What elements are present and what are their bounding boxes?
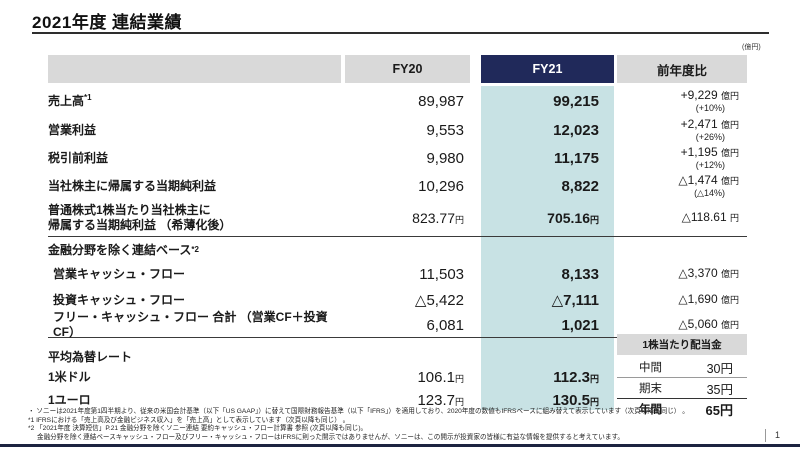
table-body: 売上高*1 89,987 99,215 +9,229 億円 (+10%) 営業利…: [48, 86, 747, 412]
results-table: FY20 FY21 前年度比 売上高*1 89,987 99,215 +9,22…: [48, 55, 747, 412]
dividend-row-yearend: 期末 35円: [639, 382, 733, 397]
fy21-value: 8,133: [561, 265, 599, 283]
yoy-value: +2,471 億円 (+26%): [680, 116, 739, 142]
table-row-operating-cf: 営業キャッシュ・フロー 11,503 8,133 △3,370 億円: [48, 261, 747, 287]
fy20-value: 6,081: [426, 316, 464, 334]
fy20-value: 123.7円: [417, 392, 464, 409]
fy21-value: 130.5円: [552, 392, 599, 409]
row-label: 1ユーロ: [48, 393, 91, 407]
fy21-value: 8,822: [561, 177, 599, 195]
fy21-value: 11,175: [553, 149, 599, 167]
fy20-value: 106.1円: [417, 369, 464, 386]
header-yoy: 前年度比: [617, 55, 747, 83]
row-label: 営業利益: [48, 122, 97, 137]
section-header-ex-financial: 金融分野を除く連結ベース *2: [48, 242, 199, 257]
page-number: 1: [764, 429, 780, 442]
yoy-value: +1,195 億円 (+12%): [680, 144, 739, 170]
title-underline: [32, 32, 769, 34]
unit-note: (億円): [742, 44, 761, 51]
footnote-line: *1 IFRSにおける「売上高及び金融ビジネス収入」を「売上高」として表示してい…: [28, 416, 350, 424]
row-label: 投資キャッシュ・フロー: [53, 292, 186, 307]
yoy-value: +9,229 億円 (+10%): [680, 87, 739, 113]
yoy-value: △118.61 円: [681, 210, 739, 225]
fy20-value: 11,503: [419, 265, 464, 283]
table-header-row: FY20 FY21 前年度比: [48, 55, 747, 83]
dividend-row-interim: 中間 30円: [639, 361, 733, 376]
fy20-value: △5,422: [414, 292, 464, 309]
row-label: 当社株主に帰属する当期純利益: [48, 178, 217, 193]
table-row-usd-rate: 1米ドル 106.1円 112.3円: [48, 366, 747, 389]
table-row-investing-cf: 投資キャッシュ・フロー △5,422 △7,111 △1,690 億円: [48, 287, 747, 313]
fy20-value: 823.77円: [412, 209, 464, 226]
section-divider: [48, 337, 747, 338]
yoy-value: △3,370 億円: [678, 266, 739, 281]
footnotes: ・ ソニーは2021年度第1四半期より、従来の米国会計基準（以下「US GAAP…: [28, 408, 748, 442]
bottom-accent-bar: [0, 444, 800, 447]
fy20-value: 10,296: [418, 177, 464, 195]
fy21-value: 99,215: [553, 92, 599, 110]
yoy-value: △1,690 億円: [678, 292, 739, 307]
footnote-line: *2 「2021年度 決算短信」P.21 金融分野を除くソニー連結 要約キャッシ…: [28, 425, 368, 433]
fy21-value: 705.16円: [547, 209, 599, 226]
footnote-line: 金融分野を除く連結ベースキャッシュ・フロー及びフリー・キャッシュ・フローはIFR…: [37, 433, 625, 441]
fy21-value: 112.3円: [553, 369, 599, 386]
dividend-separator: [617, 377, 747, 378]
dividend-row-annual: 年間 65円: [639, 402, 733, 418]
header-label-spacer: [48, 55, 341, 83]
yoy-value: △5,060 億円: [678, 317, 739, 332]
row-label: 税引前利益: [48, 150, 109, 165]
header-fy20: FY20: [345, 55, 470, 83]
page-title: 2021年度 連結業績: [32, 13, 183, 32]
table-row-eur-rate: 1ユーロ 123.7円 130.5円: [48, 389, 747, 412]
section-divider: [48, 236, 747, 237]
row-label: 営業キャッシュ・フロー: [53, 266, 186, 281]
footnote-line: ・ ソニーは2021年度第1四半期より、従来の米国会計基準（以下「US GAAP…: [28, 408, 689, 415]
fy20-value: 9,980: [426, 149, 464, 167]
fy21-value: △7,111: [551, 292, 599, 309]
fy21-value: 1,021: [561, 316, 599, 334]
table-row-eps-diluted: 普通株式1株当たり当社株主に 帰属する当期純利益 （希薄化後） 823.77円 …: [48, 200, 747, 236]
section-header-fx-rate: 平均為替レート: [48, 349, 133, 364]
table-row-operating-income: 営業利益 9,553 12,023 +2,471 億円 (+26%): [48, 116, 747, 144]
table-row-net-income: 当社株主に帰属する当期純利益 10,296 8,822 △1,474 億円 (△…: [48, 172, 747, 200]
row-label: フリー・キャッシュ・フロー 合計 （営業CF＋投資CF）: [53, 310, 328, 339]
row-label: 1米ドル: [48, 370, 91, 384]
fy21-value: 12,023: [553, 121, 599, 139]
fy21-highlight-column: [481, 86, 614, 410]
row-label: 売上高: [48, 94, 85, 108]
dividend-box-title: 1株当たり配当金: [617, 334, 747, 355]
fy20-value: 89,987: [418, 92, 464, 110]
dividend-separator-total: [617, 398, 747, 399]
table-row-income-before-tax: 税引前利益 9,980 11,175 +1,195 億円 (+12%): [48, 144, 747, 172]
table-row-free-cf: フリー・キャッシュ・フロー 合計 （営業CF＋投資CF） 6,081 1,021…: [48, 310, 747, 339]
table-row-sales: 売上高*1 89,987 99,215 +9,229 億円 (+10%): [48, 86, 747, 116]
yoy-value: △1,474 億円 (△14%): [678, 172, 739, 198]
header-fy21: FY21: [481, 55, 614, 83]
fy20-value: 9,553: [426, 121, 464, 139]
dividend-per-share-box: 1株当たり配当金 中間 30円 期末 35円 年間 65円: [617, 334, 747, 419]
